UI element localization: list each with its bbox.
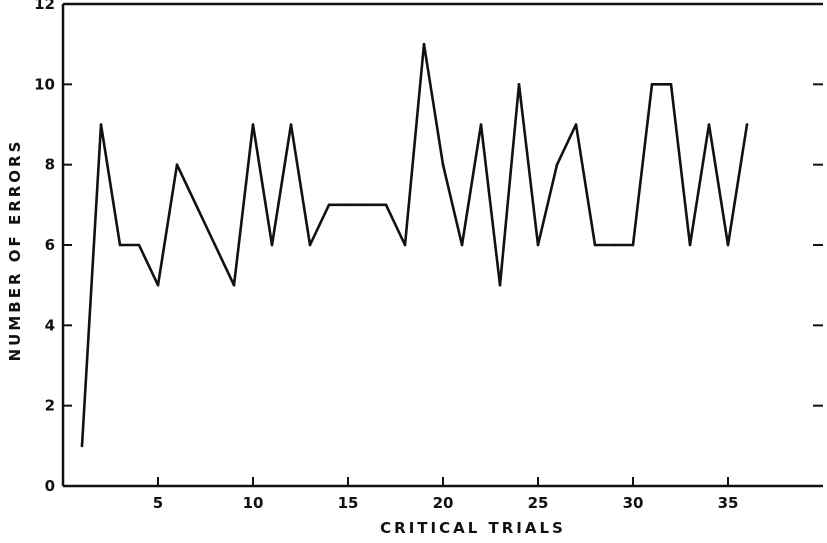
data-point xyxy=(232,283,236,287)
data-point xyxy=(612,243,616,247)
data-point xyxy=(156,283,160,287)
x-tick-label: 15 xyxy=(338,494,359,512)
data-point xyxy=(441,163,445,166)
data-point xyxy=(194,203,198,207)
data-point xyxy=(574,123,578,126)
y-tick-label: 6 xyxy=(45,236,55,254)
data-point xyxy=(707,123,711,126)
x-tick-label: 20 xyxy=(433,494,454,512)
data-point xyxy=(517,83,521,86)
data-point xyxy=(460,243,464,247)
y-tick-label: 12 xyxy=(34,0,55,13)
x-axis-label: CRITICAL TRIALS xyxy=(380,519,566,537)
data-point xyxy=(327,203,331,207)
x-tick-label: 10 xyxy=(243,494,264,512)
x-tick-label: 35 xyxy=(718,494,739,512)
data-point xyxy=(498,283,502,287)
series-layer xyxy=(80,42,749,448)
y-tick-label: 0 xyxy=(45,477,55,495)
data-point xyxy=(422,42,426,46)
data-point xyxy=(80,444,84,448)
y-axis-label: NUMBER OF ERRORS xyxy=(6,139,24,362)
y-axis-ticks: 0 2 4 6 8 10 12 xyxy=(34,0,823,495)
y-tick-label: 10 xyxy=(34,75,55,93)
data-point xyxy=(289,123,293,126)
data-point xyxy=(137,243,141,247)
plot-frame xyxy=(61,2,823,488)
data-point xyxy=(175,163,179,166)
data-point xyxy=(536,243,540,247)
data-point xyxy=(270,243,274,247)
data-point xyxy=(384,203,388,207)
data-point xyxy=(213,243,217,247)
y-tick-label: 2 xyxy=(45,397,55,415)
data-point xyxy=(593,243,597,247)
data-point xyxy=(726,243,730,247)
data-point xyxy=(308,243,312,247)
data-point xyxy=(403,243,407,247)
x-tick-label: 25 xyxy=(528,494,549,512)
x-axis-ticks: 5 10 15 20 25 30 35 xyxy=(153,477,739,512)
y-tick-label: 4 xyxy=(45,316,55,334)
data-point xyxy=(631,243,635,247)
series-line xyxy=(80,42,749,448)
data-point xyxy=(745,123,749,126)
x-tick-label: 5 xyxy=(153,494,163,512)
data-point xyxy=(99,123,103,126)
data-point xyxy=(669,83,673,86)
data-point xyxy=(650,83,654,86)
data-point xyxy=(555,163,559,166)
data-point xyxy=(346,203,350,207)
data-point xyxy=(365,203,369,207)
data-point xyxy=(118,243,122,247)
data-point xyxy=(251,123,255,126)
x-tick-label: 30 xyxy=(623,494,644,512)
data-point xyxy=(479,123,483,126)
data-point xyxy=(688,243,692,247)
y-tick-label: 8 xyxy=(45,156,55,174)
